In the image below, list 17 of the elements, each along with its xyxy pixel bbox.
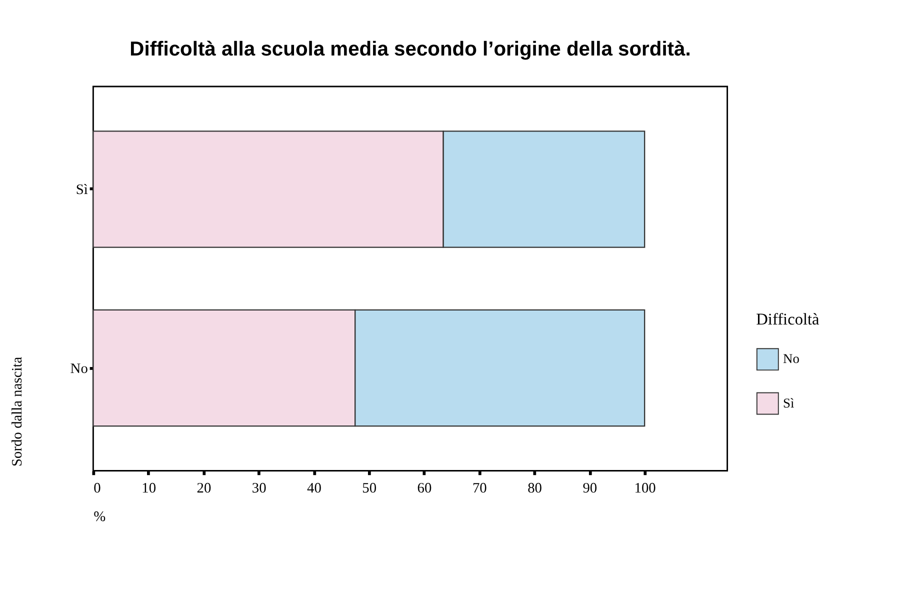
x-tick-label: 0 [94,480,101,496]
x-tick-label: 100 [634,480,656,496]
x-tick-label: 50 [362,480,377,496]
x-tick-label: 10 [142,480,156,496]
y-axis-title: Sordo dalla nascita [10,356,26,466]
x-tick-label: 60 [417,480,432,496]
x-tick-label: 90 [582,480,598,496]
x-tick-label: 40 [307,480,322,496]
x-tick-label: 20 [196,480,212,496]
legend-title: Difficoltà [756,310,820,329]
x-tick-label: 30 [252,480,266,496]
legend-label: Sì [783,395,794,410]
x-tick-label: 70 [472,480,487,496]
legend-label: No [783,351,800,366]
x-tick-label: 80 [528,480,542,496]
chart-title: Difficoltà alla scuola media secondo l’origine della sordità. [130,38,691,61]
x-axis-title: % [94,509,106,526]
